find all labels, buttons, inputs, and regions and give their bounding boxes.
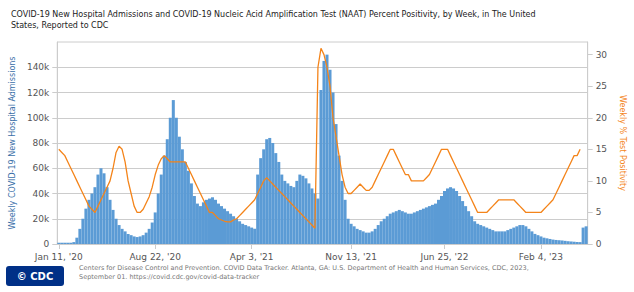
svg-text:Weekly % Test Positivity: Weekly % Test Positivity bbox=[618, 95, 627, 191]
svg-text:15: 15 bbox=[596, 144, 607, 154]
svg-text:Jan 11, '20: Jan 11, '20 bbox=[34, 252, 83, 262]
svg-text:120k: 120k bbox=[27, 88, 50, 98]
svg-text:States, Reported to CDC: States, Reported to CDC bbox=[11, 21, 109, 30]
svg-text:Centers for Disease Control an: Centers for Disease Control and Preventi… bbox=[79, 264, 531, 272]
svg-text:20k: 20k bbox=[33, 214, 50, 224]
svg-text:5: 5 bbox=[596, 207, 602, 217]
svg-text:25: 25 bbox=[596, 81, 607, 91]
svg-text:© CDC: © CDC bbox=[17, 271, 53, 282]
svg-text:Aug 22, '20: Aug 22, '20 bbox=[129, 252, 181, 262]
svg-text:0: 0 bbox=[596, 239, 602, 249]
svg-text:Feb 4, '23: Feb 4, '23 bbox=[519, 252, 563, 262]
svg-text:COVID-19 New Hospital Admissio: COVID-19 New Hospital Admissions and COV… bbox=[11, 10, 536, 19]
svg-text:September 01. https://covid.cd: September 01. https://covid.cdc.gov/covi… bbox=[79, 273, 260, 281]
svg-text:30: 30 bbox=[596, 50, 608, 60]
svg-text:20: 20 bbox=[596, 113, 608, 123]
svg-text:Weekly COVID-19 New Hospital A: Weekly COVID-19 New Hospital Admissions bbox=[8, 56, 17, 229]
svg-text:0: 0 bbox=[44, 239, 50, 249]
svg-text:100k: 100k bbox=[27, 113, 50, 123]
svg-text:Nov 13, '21: Nov 13, '21 bbox=[325, 252, 377, 262]
svg-text:60k: 60k bbox=[33, 163, 50, 173]
svg-text:Apr 3, '21: Apr 3, '21 bbox=[230, 252, 274, 262]
svg-text:10: 10 bbox=[596, 176, 608, 186]
svg-text:Jun 25, '22: Jun 25, '22 bbox=[419, 252, 468, 262]
svg-text:140k: 140k bbox=[27, 62, 50, 72]
svg-text:80k: 80k bbox=[33, 138, 50, 148]
svg-text:40k: 40k bbox=[33, 189, 50, 199]
